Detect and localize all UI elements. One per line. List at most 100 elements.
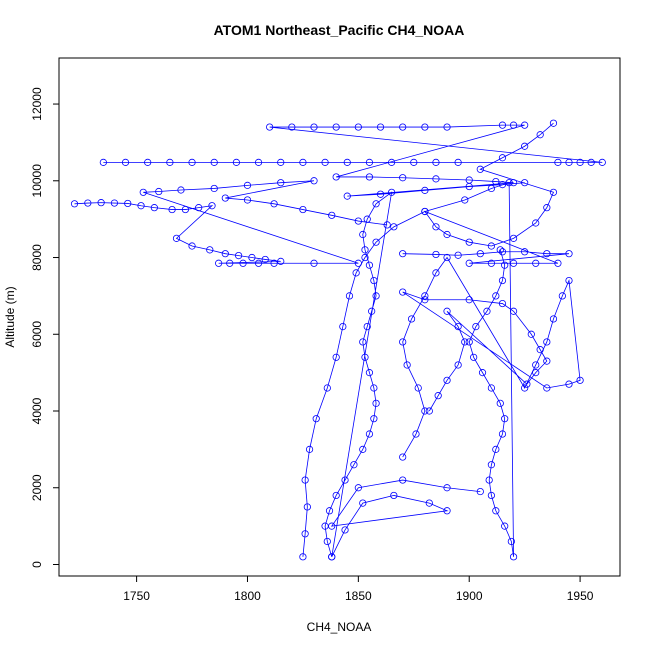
- data-point: [432, 269, 440, 277]
- data-point: [399, 174, 407, 182]
- data-point: [543, 204, 551, 212]
- x-tick-label: 1900: [456, 589, 483, 603]
- data-point: [208, 202, 216, 210]
- data-point: [232, 158, 240, 166]
- data-point: [521, 384, 529, 392]
- data-point: [434, 392, 442, 400]
- data-point: [536, 346, 544, 354]
- data-point: [372, 292, 380, 300]
- data-point: [310, 259, 318, 267]
- data-point: [565, 380, 573, 388]
- data-point: [432, 175, 440, 183]
- data-point: [215, 259, 223, 267]
- data-point: [412, 430, 420, 438]
- data-point: [310, 177, 318, 185]
- data-point: [470, 353, 478, 361]
- data-point: [139, 188, 147, 196]
- data-point: [376, 123, 385, 131]
- data-point: [454, 361, 462, 369]
- x-tick-label: 1800: [234, 589, 261, 603]
- data-point: [461, 338, 469, 346]
- data-point: [354, 123, 362, 131]
- data-point: [383, 221, 391, 229]
- data-point: [476, 250, 484, 258]
- data-point: [487, 259, 495, 267]
- data-point: [121, 158, 130, 166]
- data-point: [354, 217, 362, 225]
- data-point: [399, 250, 407, 258]
- chart-title: ATOM1 Northeast_Pacific CH4_NOAA: [214, 22, 465, 38]
- data-point: [172, 234, 181, 242]
- data-point: [332, 123, 340, 131]
- data-point: [97, 199, 105, 207]
- data-point: [301, 530, 309, 538]
- data-point: [536, 131, 544, 139]
- data-point: [492, 177, 500, 186]
- data-point: [532, 259, 540, 267]
- data-point: [168, 205, 176, 214]
- data-point: [365, 430, 374, 438]
- data-point: [70, 200, 79, 208]
- data-point: [554, 158, 562, 166]
- data-point: [549, 119, 558, 127]
- data-point: [221, 194, 229, 202]
- data-point: [443, 123, 451, 131]
- data-point: [487, 242, 495, 250]
- data-point: [421, 207, 429, 216]
- data-point: [399, 123, 407, 131]
- data-point: [476, 165, 484, 173]
- data-point: [345, 292, 354, 300]
- data-point: [299, 205, 307, 214]
- data-point: [303, 503, 311, 511]
- data-point: [454, 322, 462, 331]
- data-point: [155, 187, 163, 196]
- y-tick-label: 6000: [30, 321, 44, 348]
- data-point: [421, 186, 429, 194]
- data-point: [443, 230, 451, 239]
- data-point: [532, 219, 540, 227]
- data-point: [270, 200, 278, 208]
- data-point: [492, 292, 500, 300]
- data-point: [492, 445, 500, 453]
- data-point: [288, 123, 296, 131]
- y-tick-label: 0: [30, 561, 44, 568]
- data-point: [376, 190, 385, 198]
- data-point: [310, 123, 318, 131]
- data-point: [323, 384, 331, 392]
- data-point: [188, 242, 196, 250]
- data-point: [485, 476, 493, 484]
- x-tick-label: 1950: [567, 589, 594, 603]
- data-point: [188, 158, 196, 166]
- data-point: [254, 259, 263, 267]
- data-point: [576, 376, 584, 384]
- data-point: [261, 255, 269, 264]
- series-line-3: [402, 256, 581, 458]
- data-point: [443, 307, 451, 315]
- data-point: [443, 507, 451, 515]
- data-point: [359, 445, 367, 453]
- data-point: [483, 307, 491, 315]
- data-point: [509, 121, 518, 129]
- data-point: [206, 246, 214, 254]
- data-point: [498, 121, 507, 129]
- data-point: [465, 296, 473, 304]
- y-tick-label: 2000: [30, 474, 44, 501]
- data-point: [421, 296, 429, 304]
- data-point: [110, 199, 119, 207]
- data-point: [321, 158, 329, 166]
- data-point: [332, 173, 340, 181]
- data-point: [350, 461, 358, 469]
- data-point: [388, 158, 396, 166]
- data-series: [70, 119, 606, 561]
- data-point: [509, 307, 518, 315]
- x-tick-label: 1750: [123, 589, 150, 603]
- data-point: [343, 158, 351, 166]
- data-point: [84, 199, 92, 207]
- data-point: [137, 202, 145, 210]
- series-line-2: [324, 191, 481, 557]
- data-point: [587, 158, 595, 166]
- data-point: [425, 499, 433, 507]
- data-point: [226, 259, 234, 267]
- data-point: [270, 259, 278, 267]
- data-point: [543, 250, 551, 258]
